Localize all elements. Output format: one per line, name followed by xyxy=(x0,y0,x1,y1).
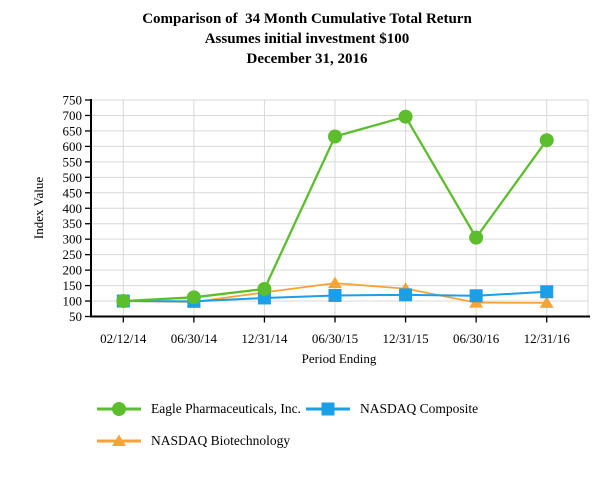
y-tick-label: 600 xyxy=(63,139,83,154)
y-tick-label: 650 xyxy=(63,123,83,138)
legend-label: NASDAQ Biotechnology xyxy=(151,433,291,448)
legend-triangle-marker-icon xyxy=(97,434,141,446)
y-tick-label: 250 xyxy=(63,247,83,262)
y-tick-label: 50 xyxy=(69,309,82,324)
chart-title: Comparison of 34 Month Cumulative Total … xyxy=(0,9,614,69)
y-tick-label: 700 xyxy=(63,108,83,123)
y-tick-label: 300 xyxy=(63,232,83,247)
y-tick-label: 350 xyxy=(63,216,83,231)
legend-item-nasdaq-biotechnology: NASDAQ Biotechnology xyxy=(97,433,290,449)
y-tick-label: 200 xyxy=(63,263,83,278)
legend-label: Eagle Pharmaceuticals, Inc. xyxy=(151,401,301,416)
y-tick-label: 450 xyxy=(63,185,83,200)
x-tick-label: 12/31/14 xyxy=(241,331,288,346)
gridlines xyxy=(91,99,589,317)
x-tick-label: 06/30/15 xyxy=(312,331,358,346)
legend-item-nasdaq-composite: NASDAQ Composite xyxy=(306,401,478,417)
y-tick-label: 100 xyxy=(63,294,83,309)
y-tick-label: 400 xyxy=(63,201,83,216)
axes xyxy=(85,99,590,323)
chart-title-line-2: Assumes initial investment $100 xyxy=(204,31,410,47)
y-tick-label: 750 xyxy=(63,93,83,108)
chart-title-line-1: Comparison of 34 Month Cumulative Total … xyxy=(142,11,472,27)
legend-label: NASDAQ Composite xyxy=(360,401,479,416)
legend-square-marker-icon xyxy=(306,402,350,416)
y-tick-label: 550 xyxy=(63,154,83,169)
y-axis-title: Index Value xyxy=(31,176,46,240)
x-tick-label: 06/30/16 xyxy=(453,331,500,346)
x-tick-label: 12/31/16 xyxy=(524,331,571,346)
tick-labels: 5010015020025030035040045050055060065070… xyxy=(63,93,571,347)
x-tick-label: 06/30/14 xyxy=(171,331,218,346)
series-eagle-pharmaceuticals-inc xyxy=(116,109,554,309)
chart-title-line-3: December 31, 2016 xyxy=(246,51,368,67)
x-tick-label: 02/12/14 xyxy=(100,331,147,346)
x-tick-label: 12/31/15 xyxy=(382,331,428,346)
x-axis-title: Period Ending xyxy=(301,351,377,366)
y-tick-label: 150 xyxy=(63,278,83,293)
legend-circle-marker-icon xyxy=(97,402,141,416)
y-tick-label: 500 xyxy=(63,170,83,185)
legend-item-eagle-pharmaceuticals: Eagle Pharmaceuticals, Inc. xyxy=(97,401,301,417)
